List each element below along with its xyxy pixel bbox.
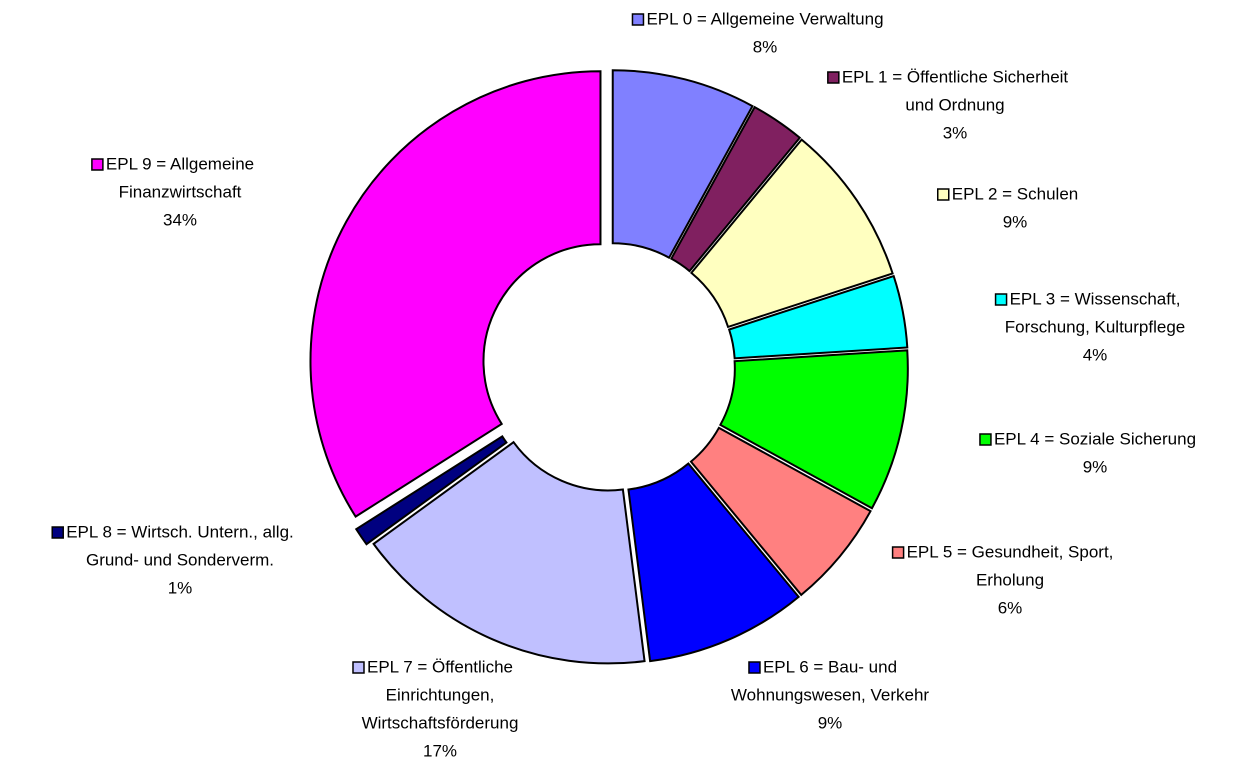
- legend-marker: [352, 661, 365, 674]
- slice-percent: 9%: [1003, 212, 1028, 231]
- legend-marker: [631, 13, 645, 26]
- legend-marker: [979, 433, 992, 446]
- slice-label: EPL 9 = Allgemeine: [106, 154, 254, 173]
- slice-label: Grund- und Sonderverm.: [86, 550, 274, 569]
- legend-marker: [827, 71, 840, 84]
- donut-slice: [611, 69, 754, 260]
- slice-percent: 9%: [818, 713, 843, 732]
- donut-slice: [727, 274, 909, 360]
- slice-label: EPL 0 = Allgemeine Verwaltung: [646, 9, 883, 28]
- legend-marker: [891, 546, 905, 559]
- donut-slice: [372, 440, 646, 665]
- slice-percent: 1%: [168, 578, 193, 597]
- slice-label: EPL 5 = Gesundheit, Sport,: [907, 542, 1114, 561]
- legend-marker: [937, 188, 950, 201]
- slice-label: Forschung, Kulturpflege: [1005, 317, 1186, 336]
- slice-label: EPL 2 = Schulen: [952, 184, 1079, 203]
- slice-label: Wirtschaftsförderung: [362, 713, 519, 732]
- slice-label: EPL 3 = Wissenschaft,: [1010, 289, 1181, 308]
- legend-marker: [51, 526, 64, 539]
- slice-label: Erholung: [976, 570, 1044, 589]
- slice-percent: 3%: [943, 123, 968, 142]
- slice-label: Einrichtungen,: [386, 685, 495, 704]
- slice-percent: 4%: [1083, 345, 1108, 364]
- slice-percent: 9%: [1083, 457, 1108, 476]
- donut-slice: [309, 70, 602, 518]
- slice-label: EPL 6 = Bau- und: [763, 657, 897, 676]
- slice-label: und Ordnung: [905, 95, 1004, 114]
- donut-slice: [689, 138, 894, 329]
- slice-percent: 6%: [998, 598, 1023, 617]
- donut-slice: [669, 105, 802, 273]
- donut-slice: [627, 462, 801, 663]
- slice-label: EPL 4 = Soziale Sicherung: [994, 429, 1196, 448]
- donut-slice: [719, 349, 909, 510]
- legend-marker: [994, 293, 1008, 306]
- slice-percent: 17%: [423, 741, 457, 760]
- donut-slice: [354, 435, 508, 546]
- slice-label: EPL 8 = Wirtsch. Untern., allg.: [66, 522, 294, 541]
- slice-label: EPL 7 = Öffentliche: [367, 657, 513, 676]
- legend-marker: [748, 661, 761, 674]
- legend-marker: [91, 158, 104, 171]
- slice-percent: 8%: [753, 37, 778, 56]
- slice-label: EPL 1 = Öffentliche Sicherheit: [842, 67, 1069, 86]
- slice-label: Finanzwirtschaft: [119, 182, 242, 201]
- slice-label: Wohnungswesen, Verkehr: [731, 685, 929, 704]
- donut-slice: [689, 426, 872, 597]
- slice-percent: 34%: [163, 210, 197, 229]
